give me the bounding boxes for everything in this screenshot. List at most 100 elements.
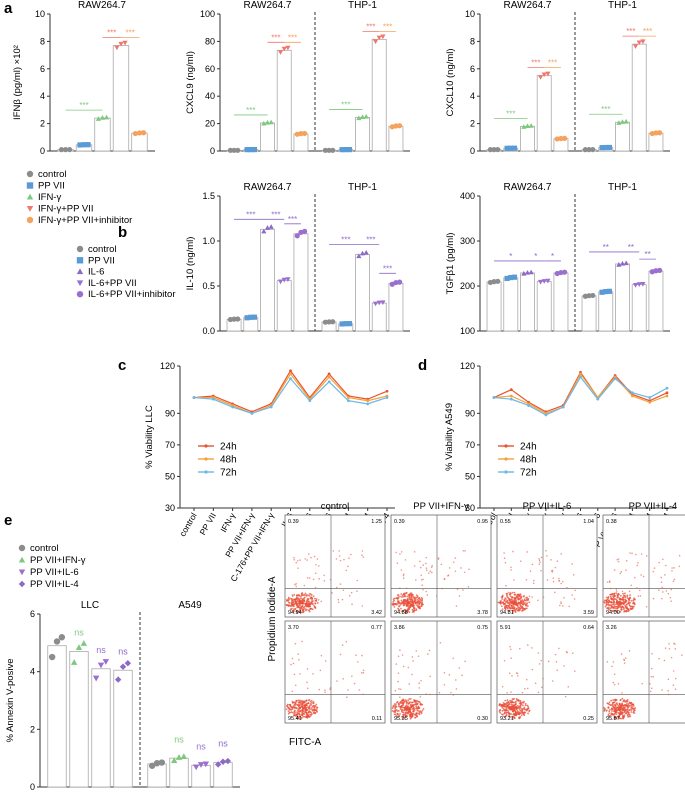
event-dot (552, 580, 555, 583)
data-point (158, 759, 166, 766)
event-dot (414, 602, 417, 605)
event-dot (538, 558, 540, 560)
event-dot (304, 592, 307, 595)
sig-label: * (551, 252, 554, 261)
event-dot (524, 608, 526, 611)
event-dot (315, 599, 318, 602)
data-point (298, 131, 304, 137)
event-dot (623, 662, 626, 664)
event-dot (618, 709, 621, 711)
y-tick-label: 10 (465, 9, 475, 19)
event-dot (419, 607, 421, 610)
data-point (558, 135, 564, 142)
event-dot (560, 601, 562, 603)
event-dot (631, 552, 633, 555)
event-dot (462, 589, 464, 591)
data-point (211, 397, 215, 401)
event-dot (607, 713, 610, 716)
event-dot (361, 654, 363, 657)
data-point (330, 319, 336, 325)
flow-y-axis-label: Propidium Iodide-A (267, 576, 278, 661)
event-dot (311, 706, 313, 709)
event-dot (403, 608, 406, 611)
event-dot (312, 702, 315, 705)
data-point (346, 146, 353, 153)
data-point (339, 321, 345, 327)
event-dot (617, 593, 620, 595)
event-dot (501, 595, 504, 598)
event-dot (619, 600, 622, 603)
data-point (636, 282, 642, 287)
event-dot (621, 712, 624, 715)
bar (388, 125, 404, 152)
event-dot (508, 715, 511, 718)
event-dot (537, 652, 540, 654)
event-dot (533, 579, 535, 582)
event-dot (397, 594, 400, 596)
y-tick-label: 4 (30, 667, 35, 677)
data-point (202, 761, 210, 768)
event-dot (608, 604, 610, 607)
data-point (393, 123, 399, 129)
bar (598, 291, 614, 332)
legend-marker (76, 291, 84, 298)
event-dot (622, 700, 625, 703)
event-dot (306, 711, 308, 714)
event-dot (513, 579, 515, 581)
event-dot (502, 704, 505, 707)
sig-label: ** (603, 243, 609, 252)
event-dot (563, 665, 565, 667)
event-dot (609, 714, 612, 717)
bar (276, 49, 292, 152)
data-point (596, 397, 600, 401)
event-dot (616, 595, 619, 597)
event-dot (523, 599, 526, 602)
event-dot (499, 703, 501, 705)
data-point (385, 396, 389, 399)
event-dot (664, 574, 666, 576)
event-dot (625, 712, 627, 715)
event-dot (613, 715, 616, 718)
sig-label: * (509, 252, 512, 261)
event-dot (425, 562, 427, 565)
legend-marker (76, 268, 84, 275)
event-dot (625, 606, 627, 608)
data-point (264, 119, 271, 125)
event-dot (299, 611, 302, 614)
event-dot (652, 676, 655, 678)
legend-marker (26, 193, 34, 200)
event-dot (316, 602, 319, 604)
event-dot (632, 705, 635, 707)
y-tick-label: 6 (30, 609, 35, 619)
event-dot (626, 698, 629, 701)
event-dot (612, 597, 615, 600)
event-dot (526, 605, 529, 607)
event-dot (311, 701, 313, 704)
event-dot (306, 576, 309, 579)
event-dot (399, 713, 401, 715)
event-dot (407, 610, 410, 612)
flow-plot: 0.39 1.25 94.94 3.42 (284, 514, 386, 618)
event-dot (531, 596, 533, 598)
event-dot (504, 699, 507, 702)
flow-cytometry-layer: control PP VII+IFN-γ PP VII+IL-6 PP VII+IL-… (267, 501, 685, 748)
y-tick-label: 0.0 (202, 326, 215, 336)
event-dot (443, 671, 446, 674)
event-dot (514, 707, 517, 709)
event-dot (394, 602, 397, 605)
event-dot (406, 711, 409, 714)
data-point (586, 147, 592, 153)
bar (69, 651, 89, 788)
y-tick-label: 120 (160, 361, 175, 371)
event-dot (297, 559, 299, 562)
event-dot (651, 652, 653, 655)
event-dot (603, 601, 606, 604)
event-dot (610, 601, 613, 603)
bar (112, 45, 130, 152)
event-dot (295, 561, 298, 564)
event-dot (412, 660, 414, 662)
event-dot (411, 601, 414, 604)
event-dot (503, 659, 506, 662)
event-dot (519, 608, 521, 611)
